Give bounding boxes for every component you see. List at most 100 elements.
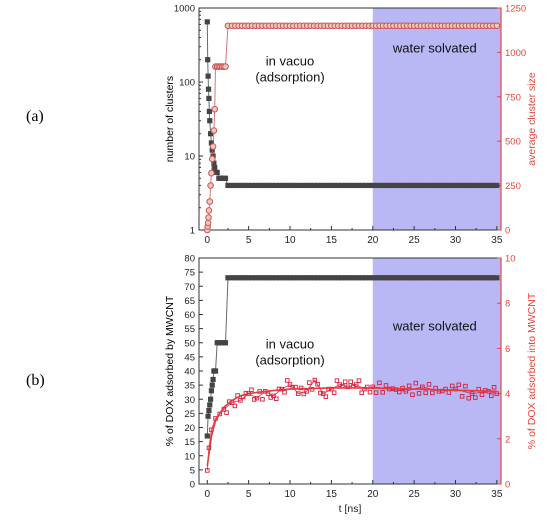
data-point xyxy=(297,182,303,189)
data-point xyxy=(205,214,212,221)
data-point xyxy=(304,182,310,189)
data-point xyxy=(387,182,393,189)
data-point xyxy=(236,275,242,281)
data-point xyxy=(473,395,478,400)
data-point xyxy=(294,275,300,281)
data-point xyxy=(308,182,314,189)
panel-label-a: (a) xyxy=(26,108,44,125)
data-point xyxy=(222,340,229,346)
data-point xyxy=(363,182,369,189)
data-point xyxy=(266,275,272,281)
data-point xyxy=(332,182,338,189)
series-0 xyxy=(204,275,500,439)
data-point xyxy=(414,182,421,189)
data-point xyxy=(334,378,340,383)
data-point xyxy=(296,391,301,396)
data-point xyxy=(349,182,355,189)
data-point xyxy=(318,275,324,281)
data-point xyxy=(335,275,341,281)
data-point xyxy=(466,395,471,401)
data-point xyxy=(294,182,300,189)
data-point xyxy=(273,182,279,189)
data-point xyxy=(421,275,428,281)
data-point xyxy=(456,382,462,388)
data-point xyxy=(206,198,214,205)
data-point xyxy=(353,382,359,387)
x-tick-label: 0 xyxy=(204,489,210,500)
data-point xyxy=(254,395,260,401)
y-left-tick-label: 20 xyxy=(184,423,195,434)
data-point xyxy=(439,182,445,189)
data-point xyxy=(232,275,239,281)
data-point xyxy=(463,275,469,281)
data-point xyxy=(413,380,419,386)
data-point xyxy=(277,182,283,189)
y-left-tick-label: 50 xyxy=(184,338,195,349)
x-tick-label: 35 xyxy=(491,235,503,246)
y-left-tick-label: 60 xyxy=(184,310,195,321)
data-point xyxy=(206,407,212,414)
data-point xyxy=(225,182,231,189)
data-point xyxy=(222,63,229,70)
data-point xyxy=(332,275,338,281)
y-left-tick-label: 40 xyxy=(184,367,195,378)
y-left-tick-label: 100 xyxy=(179,78,195,89)
data-point xyxy=(377,275,383,281)
data-point xyxy=(425,182,431,189)
panel-label-b: (b) xyxy=(26,372,45,389)
data-point xyxy=(290,275,297,281)
data-point xyxy=(408,275,414,281)
series-2 xyxy=(206,387,497,467)
data-point xyxy=(435,182,441,189)
data-point xyxy=(473,182,479,189)
data-point xyxy=(314,275,321,281)
data-point xyxy=(239,275,245,281)
data-point xyxy=(435,275,441,281)
data-point xyxy=(490,275,497,281)
y-right-tick-label: 500 xyxy=(505,137,521,148)
annotation-text: (adsorption) xyxy=(255,352,324,367)
y-left-tick-label: 25 xyxy=(184,409,195,420)
data-point xyxy=(273,275,279,281)
data-point xyxy=(209,382,215,388)
y-left-axis-label: number of clusters xyxy=(164,76,176,162)
data-point xyxy=(432,275,438,281)
data-point xyxy=(449,383,455,389)
data-point xyxy=(418,275,424,281)
data-point xyxy=(439,275,445,281)
data-point xyxy=(325,182,331,189)
data-point xyxy=(207,118,213,124)
data-point xyxy=(445,182,452,189)
data-point xyxy=(459,182,465,189)
data-point xyxy=(280,275,286,281)
data-point xyxy=(325,275,331,281)
data-point xyxy=(297,275,303,281)
y-right-tick-label: 750 xyxy=(505,92,521,103)
data-point xyxy=(205,207,213,214)
y-right-axis-label: % of DOX adsorbed into MWCNT xyxy=(526,292,538,449)
data-point xyxy=(367,389,373,395)
data-point xyxy=(406,383,412,389)
data-point xyxy=(463,383,468,389)
y-left-tick-label: 65 xyxy=(184,296,195,307)
x-tick-label: 20 xyxy=(367,235,379,246)
data-point xyxy=(428,182,434,189)
fit-line xyxy=(206,387,497,467)
data-point xyxy=(236,182,242,189)
y-left-tick-label: 5 xyxy=(190,465,195,476)
data-point xyxy=(411,275,417,281)
data-point xyxy=(489,393,494,398)
data-point xyxy=(222,175,229,181)
x-axis-label: t [ns] xyxy=(339,503,362,515)
data-point xyxy=(410,392,415,397)
data-point xyxy=(283,182,290,189)
data-point xyxy=(401,275,407,281)
data-point xyxy=(428,275,434,281)
data-point xyxy=(359,275,366,281)
data-point xyxy=(377,380,382,386)
data-point xyxy=(463,182,469,189)
data-point xyxy=(470,275,476,281)
data-point xyxy=(214,169,220,176)
